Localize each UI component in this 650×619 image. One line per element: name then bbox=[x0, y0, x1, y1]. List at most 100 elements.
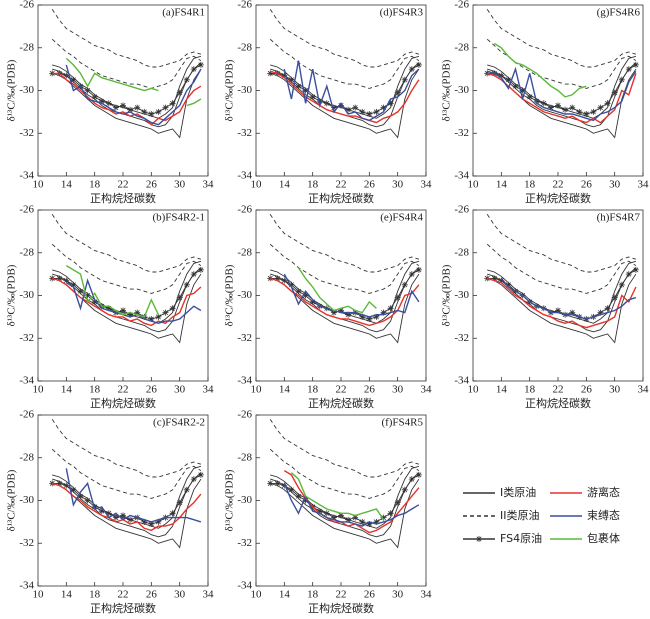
point-marker bbox=[359, 313, 366, 320]
series-line bbox=[52, 64, 202, 115]
point-marker bbox=[338, 307, 344, 314]
point-marker bbox=[632, 266, 639, 273]
x-tick-label: 18 bbox=[89, 589, 101, 601]
x-tick-label: 14 bbox=[496, 384, 508, 396]
panel-title: (f)FS4R5 bbox=[381, 417, 423, 429]
point-marker bbox=[63, 72, 70, 79]
point-marker bbox=[366, 111, 373, 117]
series-line bbox=[52, 472, 202, 538]
x-axis-label: 正构烷烃碳数 bbox=[308, 396, 374, 410]
series-line bbox=[269, 419, 420, 478]
series-line bbox=[270, 472, 420, 538]
point-marker bbox=[302, 292, 309, 299]
point-marker bbox=[323, 510, 330, 517]
legend-marker bbox=[476, 536, 482, 542]
x-tick-label: 14 bbox=[61, 384, 73, 396]
series-line bbox=[283, 60, 420, 122]
x-tick-label: 26 bbox=[146, 179, 158, 191]
point-marker bbox=[330, 309, 337, 316]
y-tick-label: -26 bbox=[454, 0, 469, 11]
point-marker bbox=[295, 83, 302, 90]
y-tick-label: -32 bbox=[237, 332, 252, 344]
series-line bbox=[270, 474, 420, 525]
point-marker bbox=[162, 104, 169, 111]
series-line bbox=[52, 68, 202, 139]
x-tick-label: 18 bbox=[89, 179, 101, 191]
point-marker bbox=[352, 104, 359, 111]
point-marker bbox=[519, 87, 526, 94]
point-marker bbox=[70, 76, 77, 83]
x-tick-label: 22 bbox=[336, 179, 347, 191]
point-marker bbox=[394, 89, 401, 96]
series-line bbox=[269, 38, 420, 89]
x-tick-label: 18 bbox=[307, 179, 319, 191]
point-marker bbox=[330, 514, 337, 521]
point-marker bbox=[63, 482, 70, 489]
point-marker bbox=[112, 104, 119, 111]
y-tick-label: -28 bbox=[237, 246, 252, 258]
point-marker bbox=[618, 281, 625, 288]
x-tick-label: 18 bbox=[524, 179, 536, 191]
x-axis-label: 正构烷烃碳数 bbox=[90, 601, 156, 615]
x-axis-label: 正构烷烃碳数 bbox=[90, 396, 156, 410]
point-marker bbox=[70, 281, 77, 288]
point-marker bbox=[91, 298, 98, 305]
panel: 10 14 18 22 26 30 34 -34 -32 -30 -28 -26 (a)FS4R1 正构烷… bbox=[6, 0, 214, 205]
x-tick-label: 22 bbox=[336, 589, 347, 601]
series-line bbox=[493, 42, 587, 98]
point-marker bbox=[562, 106, 569, 113]
point-marker bbox=[387, 510, 394, 517]
y-tick-label: -28 bbox=[237, 451, 252, 463]
point-marker bbox=[56, 275, 63, 282]
point-marker bbox=[267, 70, 274, 77]
series-line bbox=[487, 277, 637, 329]
point-marker bbox=[611, 294, 618, 301]
x-tick-label: 10 bbox=[33, 384, 45, 396]
x-tick-label: 30 bbox=[392, 179, 404, 191]
point-marker bbox=[380, 104, 387, 111]
series-line bbox=[487, 269, 637, 320]
x-tick-label: 34 bbox=[203, 589, 215, 601]
y-tick-label: -32 bbox=[19, 127, 34, 139]
point-marker bbox=[183, 281, 190, 288]
series-line bbox=[269, 448, 420, 499]
point-marker bbox=[387, 305, 394, 312]
point-marker bbox=[366, 521, 373, 527]
panel: 10 14 18 22 26 30 34 -34 -32 -30 -28 -26 (e)FS4R4 正构烷… bbox=[224, 204, 432, 410]
point-marker bbox=[316, 508, 323, 515]
x-tick-label: 10 bbox=[33, 179, 45, 191]
series-line bbox=[500, 277, 637, 320]
series-line bbox=[52, 465, 202, 529]
point-marker bbox=[134, 104, 141, 111]
point-marker bbox=[98, 98, 105, 105]
x-tick-label: 34 bbox=[638, 384, 650, 396]
y-tick-label: -30 bbox=[19, 494, 34, 506]
point-marker bbox=[373, 108, 380, 115]
x-tick-label: 22 bbox=[118, 384, 129, 396]
point-marker bbox=[197, 61, 204, 68]
x-tick-label: 26 bbox=[146, 589, 158, 601]
x-tick-label: 14 bbox=[279, 589, 291, 601]
x-tick-label: 34 bbox=[203, 179, 215, 191]
point-marker bbox=[77, 493, 84, 500]
legend-label: I类原油 bbox=[500, 485, 536, 499]
point-marker bbox=[84, 87, 91, 94]
point-marker bbox=[84, 497, 91, 504]
point-marker bbox=[183, 76, 190, 83]
point-marker bbox=[169, 510, 176, 517]
point-marker bbox=[345, 106, 352, 113]
point-marker bbox=[604, 100, 611, 107]
point-marker bbox=[625, 66, 632, 73]
point-marker bbox=[338, 512, 344, 519]
point-marker bbox=[569, 309, 576, 316]
point-marker bbox=[112, 514, 119, 521]
series-line bbox=[269, 9, 420, 68]
series-line bbox=[487, 64, 637, 115]
point-marker bbox=[380, 514, 387, 521]
y-axis-label: δ¹³C/‰(PDB) bbox=[441, 59, 453, 121]
point-marker bbox=[408, 66, 415, 73]
x-tick-label: 18 bbox=[89, 384, 101, 396]
x-tick-label: 14 bbox=[61, 179, 73, 191]
point-marker bbox=[632, 61, 639, 68]
y-tick-label: -34 bbox=[237, 170, 252, 182]
